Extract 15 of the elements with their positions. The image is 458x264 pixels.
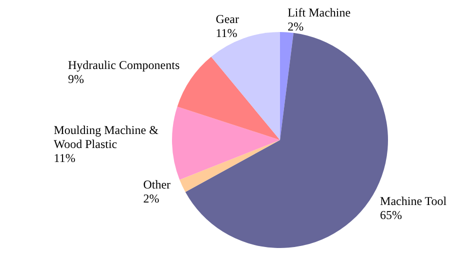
data-label: 2%: [143, 192, 160, 206]
slice-label: Hydraulic Components: [68, 58, 180, 72]
data-label: 2%: [288, 19, 304, 34]
data-label: 11%: [216, 26, 238, 40]
pie-slice: [172, 106, 280, 180]
slice-label: Lift Machine: [288, 5, 351, 20]
slice-label: Moulding Machine & Wood Plastic: [54, 122, 160, 151]
slice-label: Machine Tool: [380, 194, 448, 208]
data-label: 11%: [54, 150, 76, 165]
pie-slice: [180, 140, 280, 192]
slice-label: Gear: [216, 12, 240, 26]
slice-label: Other: [143, 178, 171, 192]
data-label: 65%: [380, 208, 402, 222]
pie-slice: [280, 32, 294, 140]
data-label: 9%: [68, 72, 84, 86]
